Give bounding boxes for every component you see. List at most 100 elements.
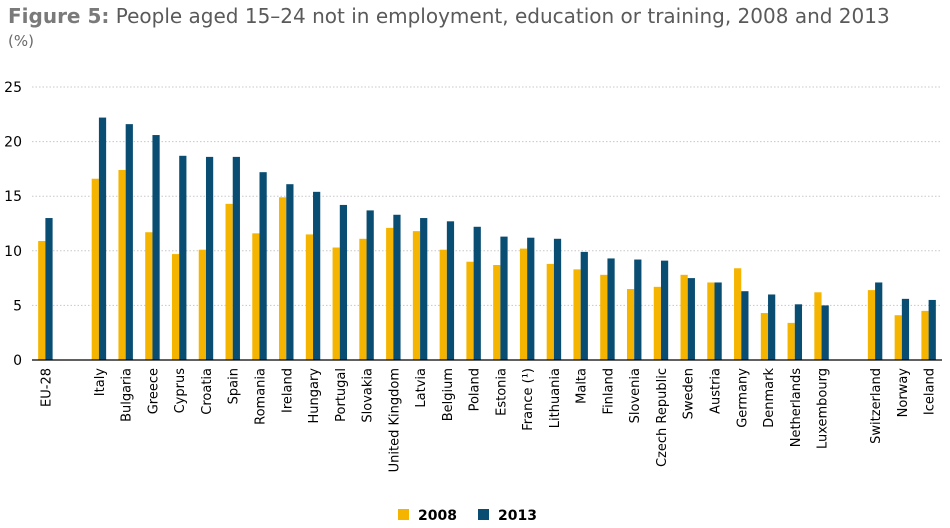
x-tick-label: Romania [254, 368, 269, 425]
x-tick-label: Switzerland [869, 368, 884, 444]
x-tick-label: Norway [896, 368, 911, 418]
x-tick-label: Slovenia [628, 368, 643, 423]
y-tick-label: 0 [13, 353, 22, 369]
unit-label: (%) [8, 32, 34, 50]
bar-2008 [198, 249, 206, 360]
bar-2008 [814, 292, 822, 360]
x-tick-label: Estonia [494, 368, 509, 416]
bar-2013 [714, 282, 722, 360]
x-tick-label: Finland [601, 368, 616, 414]
bar-2008 [118, 169, 126, 360]
bar-2008 [359, 238, 367, 360]
bar-2008 [653, 286, 661, 360]
bar-2013 [313, 191, 321, 360]
x-tick-label: Netherlands [789, 368, 804, 447]
bar-2013 [928, 299, 936, 360]
bar-2008 [225, 203, 233, 360]
bar-2013 [473, 226, 481, 360]
bar-2008 [466, 261, 474, 360]
chart-title: Figure 5: People aged 15–24 not in emplo… [8, 4, 890, 28]
bar-2013 [875, 282, 883, 360]
y-tick-label: 15 [4, 189, 22, 205]
bar-2008 [171, 254, 180, 360]
x-tick-label: Croatia [200, 368, 215, 415]
bar-2013 [420, 218, 428, 360]
bar-2013 [553, 238, 562, 360]
x-tick-label: United Kingdom [387, 368, 402, 472]
bar-2013 [500, 236, 508, 360]
bar-2013 [393, 214, 401, 360]
legend: 2008 2013 [398, 508, 537, 524]
x-tick-label: Hungary [307, 368, 322, 424]
bar-2013 [286, 184, 294, 360]
x-tick-label: Latvia [414, 368, 429, 408]
bar-2013 [741, 291, 749, 360]
x-tick-label: Italy [93, 368, 108, 397]
bar-2008 [412, 231, 421, 360]
bar-2008 [921, 310, 929, 360]
bar-2008 [91, 178, 99, 360]
x-tick-label: Sweden [682, 368, 697, 419]
bar-2013 [607, 258, 615, 360]
bar-2008 [734, 268, 742, 360]
bar-2008 [439, 249, 447, 360]
bar-2008 [493, 264, 501, 360]
bar-2013 [794, 304, 803, 360]
bar-2013 [446, 221, 455, 360]
x-tick-label: Denmark [762, 368, 777, 428]
bar-2013 [660, 260, 669, 360]
bar-2013 [527, 237, 535, 360]
bar-2008 [546, 263, 554, 360]
bar-2008 [279, 197, 287, 360]
y-tick-label: 20 [4, 135, 22, 151]
bar-2013 [98, 117, 107, 361]
x-tick-label: Czech Republic [655, 368, 670, 467]
legend-swatch-2008 [398, 509, 409, 520]
x-tick-label: Portugal [334, 368, 349, 422]
x-tick-label: Ireland [280, 368, 295, 413]
bar-2008 [38, 240, 46, 360]
x-tick-label: Germany [735, 368, 750, 428]
bar-2008 [145, 232, 153, 360]
bar-2013 [687, 278, 695, 360]
x-tick-label: Poland [468, 368, 483, 411]
bar-2008 [760, 313, 769, 360]
bar-2008 [894, 315, 902, 360]
bar-2013 [366, 210, 374, 360]
x-tick-label: Bulgaria [120, 368, 135, 422]
bar-2013 [205, 156, 214, 360]
x-tick-label: EU-28 [39, 368, 54, 407]
bar-2008 [252, 233, 260, 360]
bar-2008 [867, 290, 876, 360]
x-tick-label: Cyprus [173, 368, 188, 414]
y-tick-label: 5 [13, 298, 22, 314]
bar-2013 [45, 218, 53, 360]
x-tick-label: Belgium [441, 368, 456, 421]
x-tick-label: Luxembourg [816, 368, 831, 449]
legend-label-2008: 2008 [418, 508, 457, 524]
x-tick-label: Iceland [923, 368, 938, 415]
bar-2013 [580, 251, 588, 360]
bar-2008 [626, 289, 635, 360]
x-tick-label: Spain [227, 368, 242, 404]
bar-2008 [573, 269, 581, 360]
bar-2008 [707, 282, 715, 360]
figure-number: Figure 5: [8, 4, 110, 28]
gridlines [32, 86, 942, 306]
bar-2013 [768, 294, 776, 360]
bars [38, 117, 936, 361]
x-tick-label: Slovakia [361, 368, 376, 423]
bar-2013 [821, 305, 829, 360]
x-tick-label: Austria [709, 368, 724, 414]
bar-2008 [600, 274, 608, 360]
y-tick-label: 25 [4, 80, 22, 96]
x-tick-label: Lithuania [548, 368, 563, 428]
x-tick-label: Malta [575, 368, 590, 404]
legend-label-2013: 2013 [498, 508, 537, 524]
bar-2013 [901, 298, 910, 360]
bar-2008 [305, 234, 314, 360]
axes: 0 5 10 15 20 25 EU-28 Italy Bulgaria Greece Cyprus… [4, 80, 942, 472]
y-tick-label: 10 [4, 244, 22, 260]
legend-swatch-2013 [478, 509, 489, 520]
